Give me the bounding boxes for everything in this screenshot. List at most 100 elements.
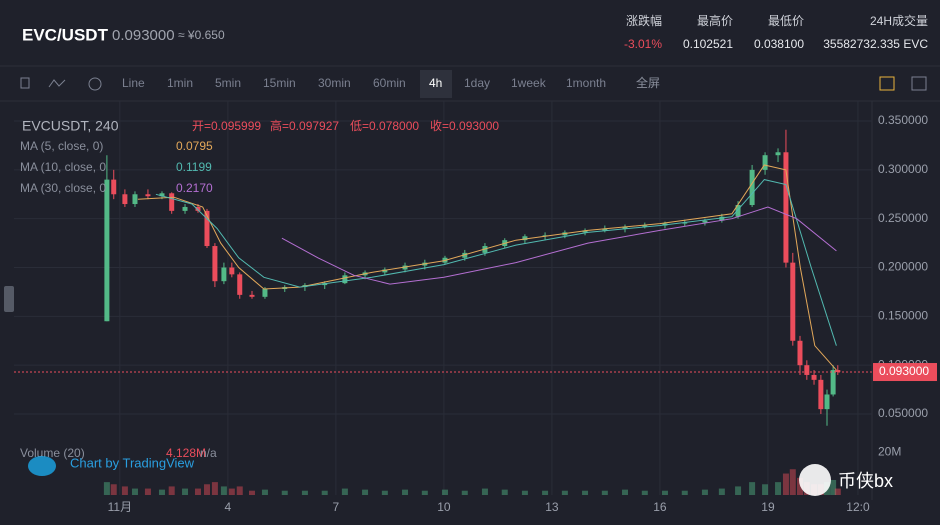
x-tick-label: 16 [653,500,667,514]
price: 0.093000 [112,27,175,44]
settings-icon[interactable] [88,77,102,91]
legend-symbol: EVCUSDT, 240 [22,118,119,134]
volume-bar [622,489,629,495]
candle-body [159,193,165,197]
interval-tab[interactable]: 1day [464,76,490,90]
volume-bar [103,482,110,495]
volume-bar [341,488,348,495]
ma-legend-name: MA (5, close, 0) [20,139,103,153]
volume-bar [701,489,708,495]
ma-legend-name: MA (10, close, 0 [20,160,106,174]
volume-bar [110,484,117,495]
candle-body [797,340,803,366]
volume-value: 4.128M [166,446,206,460]
cny-price: ≈ ¥0.650 [178,28,225,42]
volume-bar [762,484,769,495]
interval-tab[interactable]: 60min [373,76,406,90]
x-tick-label: 13 [545,500,559,514]
candle-icon[interactable] [20,77,30,89]
candle-body [804,365,810,375]
candle-body [249,294,255,297]
candle-body [462,252,468,258]
stat-value: -3.01% [624,37,662,51]
volume-bar [421,490,428,495]
x-tick-label: 11月 [108,500,132,514]
candle-body [522,236,528,241]
volume-bar [834,488,841,495]
interval-tab[interactable]: Line [122,76,145,90]
symbol: EVC/USDT [22,25,109,44]
candle-body [237,274,243,295]
y-tick-label: 0.250000 [878,211,928,225]
interval-tab[interactable]: 15min [263,76,296,90]
volume-bar [194,488,201,495]
interval-tab[interactable]: 1min [167,76,193,90]
candle-body [775,152,781,156]
candle-body [783,152,789,263]
volume-bar [248,490,255,495]
volume-bar [211,482,218,495]
candle-body [824,394,830,410]
volume-bar [718,488,725,495]
volume-bar [601,490,608,495]
volume-bar [641,490,648,495]
y-tick-label: 0.300000 [878,162,928,176]
y-tick-label: 0.050000 [878,406,928,420]
candle-body [622,226,628,229]
interval-tab[interactable]: 5min [215,76,241,90]
candle-body [682,222,688,224]
volume-bar [301,490,308,495]
volume-bar [362,489,369,495]
ohlc-value: 低=0.078000 [350,119,419,133]
candle-body [790,262,796,341]
ma-legend-value: 0.0795 [176,139,213,153]
screenshot-icon[interactable] [911,76,927,91]
toolbar-icons [20,76,927,91]
volume-bar [402,489,409,495]
last-price-label: 0.093000 [879,364,929,378]
volume-bar [220,486,227,495]
candle-body [212,246,218,282]
indicator-icon[interactable] [879,76,895,91]
brand-watermark: 币侠bx [838,471,893,491]
x-tick-label: 7 [333,500,340,514]
volume-bar [441,489,448,495]
volume-bar [203,484,210,495]
stat-value: 0.038100 [754,37,804,51]
y-tick-label: 0.150000 [878,309,928,323]
candle-body [835,370,841,373]
x-tick-label: 10 [437,500,451,514]
ma-line [281,206,837,285]
volume-extra: n/a [200,446,217,460]
tradingview-credit[interactable]: Chart by TradingView [70,455,195,470]
stat-value: 0.102521 [683,37,733,51]
line-icon[interactable] [48,79,66,88]
volume-bar [236,486,243,495]
ma-line [155,179,837,346]
candle-body [111,179,117,195]
interval-tab[interactable]: 1month [566,76,606,90]
candle-body [169,193,175,211]
volume-bar [461,490,468,495]
candle-body [702,220,708,223]
side-handle[interactable] [4,286,14,312]
volume-bar [261,489,268,495]
volume-bar [681,490,688,495]
stat-label: 最高价 [697,13,733,28]
ohlc-value: 高=0.097927 [270,118,339,133]
volume-bar [782,473,789,495]
volume-bar [158,489,165,495]
candle-body [811,374,817,380]
volume-bar [582,490,589,495]
interval-tab[interactable]: 30min [318,76,351,90]
y-tick-label: 0.200000 [878,260,928,274]
volume-bar [481,488,488,495]
interval-tab[interactable]: 1week [511,76,547,90]
candle-body [342,275,348,284]
volume-bar [144,488,151,495]
y-tick-label: 0.350000 [878,113,928,127]
stat-label: 涨跌幅 [626,13,662,28]
fullscreen[interactable]: 全屏 [636,75,660,90]
interval-tab[interactable]: 4h [429,76,442,90]
stat-label: 最低价 [768,14,804,28]
